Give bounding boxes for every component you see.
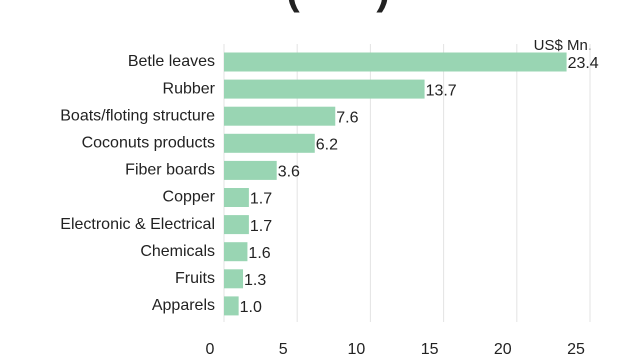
bar-4 (224, 160, 277, 180)
category-label-4: Fiber boards (125, 162, 215, 179)
value-label-9: 1.0 (240, 299, 262, 316)
category-label-1: Rubber (163, 80, 216, 97)
bar-8 (224, 269, 244, 289)
title-fragment-left: ( (286, 0, 300, 13)
bar-6 (224, 215, 249, 235)
value-label-3: 6.2 (316, 137, 338, 154)
bar-2 (224, 106, 336, 126)
x-tick-label-20: 20 (494, 341, 512, 356)
bar-7 (224, 242, 248, 262)
value-label-4: 3.6 (278, 164, 300, 181)
value-label-5: 1.7 (250, 191, 272, 208)
category-label-9: Apparels (152, 297, 215, 314)
title-fragment: ( ) (286, 0, 389, 13)
x-axis-ticks: 0 5 10 15 20 25 (206, 341, 585, 356)
x-tick-label-5: 5 (279, 341, 288, 356)
x-tick-label-0: 0 (206, 341, 215, 356)
value-labels: 23.4 13.7 7.6 6.2 3.6 1.7 1.7 1.6 1.3 1.0 (240, 55, 599, 316)
title-fragment-right: ) (376, 0, 389, 13)
value-label-7: 1.6 (248, 245, 270, 262)
value-label-8: 1.3 (244, 272, 266, 289)
bar-1 (224, 79, 425, 99)
category-label-2: Boats/floting structure (60, 107, 215, 124)
x-tick-label-15: 15 (421, 341, 439, 356)
category-label-8: Fruits (175, 270, 215, 287)
x-tick-label-25: 25 (567, 341, 585, 356)
category-label-3: Coconuts products (82, 135, 215, 152)
bars (224, 52, 567, 316)
x-tick-label-10: 10 (348, 341, 366, 356)
category-label-6: Electronic & Electrical (60, 216, 215, 233)
value-label-6: 1.7 (250, 218, 272, 235)
bar-3 (224, 133, 315, 153)
value-label-1: 13.7 (426, 82, 457, 99)
category-label-7: Chemicals (140, 243, 215, 260)
bar-0 (224, 52, 567, 72)
unit-label: US$ Mn. (534, 37, 592, 54)
category-label-0: Betle leaves (128, 53, 215, 70)
bar-5 (224, 188, 249, 207)
value-label-0: 23.4 (568, 55, 599, 72)
category-labels: Betle leaves Rubber Boats/floting structur… (60, 53, 215, 314)
bar-9 (224, 296, 239, 316)
category-label-5: Copper (163, 189, 216, 206)
value-label-2: 7.6 (336, 109, 358, 126)
